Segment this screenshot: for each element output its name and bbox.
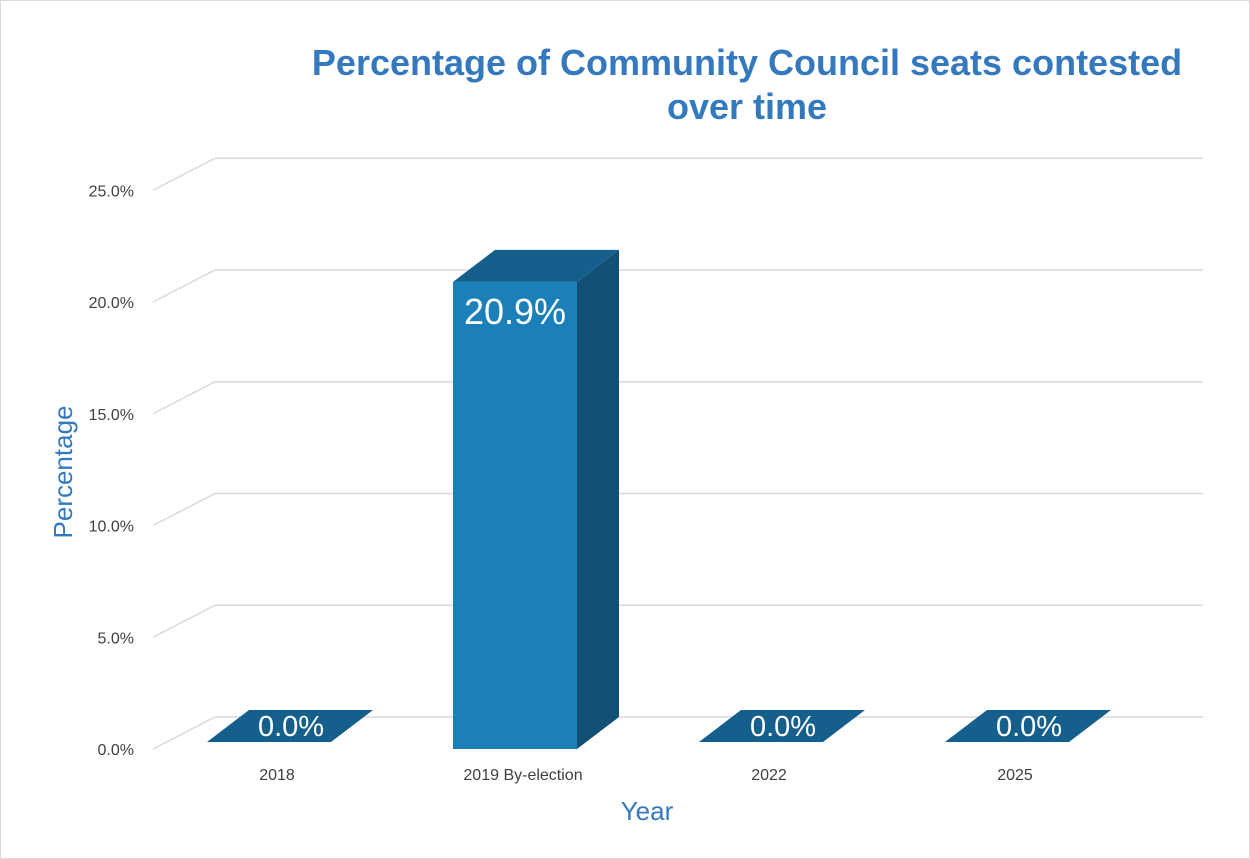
y-tick-label: 5.0%	[98, 630, 134, 647]
data-label: 0.0%	[258, 711, 324, 743]
x-tick-label: 2022	[751, 767, 787, 784]
gridline	[152, 492, 1203, 527]
data-label: 0.0%	[750, 711, 816, 743]
bar: 20.9%	[453, 249, 619, 749]
bar-side-face	[577, 249, 619, 749]
bar-top-face	[207, 710, 373, 742]
y-axis-ticks: 0.0% 5.0% 10.0% 15.0% 20.0% 25.0%	[89, 183, 134, 759]
bar-top-face	[699, 710, 865, 742]
bars: 0.0% 20.9% 0.0% 0.0%	[207, 249, 1111, 749]
chart-title-line-1: Percentage of Community Council seats co…	[312, 42, 1182, 83]
bar: 0.0%	[945, 710, 1111, 743]
x-tick-label: 2019 By-election	[463, 767, 582, 784]
x-axis-title: Year	[621, 796, 674, 826]
bar: 0.0%	[207, 710, 373, 743]
x-tick-label: 2018	[259, 767, 295, 784]
y-tick-label: 25.0%	[89, 183, 134, 200]
gridline	[152, 716, 1203, 750]
gridline	[152, 157, 1203, 191]
bar-top-face	[945, 710, 1111, 742]
chart-title-line-2: over time	[667, 86, 827, 127]
y-axis-title: Percentage	[48, 406, 78, 539]
y-tick-label: 0.0%	[98, 742, 134, 759]
bar: 0.0%	[699, 710, 865, 743]
data-label: 0.0%	[996, 711, 1062, 743]
bar-front-face	[453, 281, 577, 749]
data-label: 20.9%	[464, 291, 566, 332]
y-tick-label: 10.0%	[89, 519, 134, 536]
gridline	[152, 269, 1203, 303]
gridline	[152, 381, 1203, 415]
gridline	[152, 604, 1203, 638]
y-tick-label: 15.0%	[89, 407, 134, 424]
x-tick-label: 2025	[997, 767, 1033, 784]
y-tick-label: 20.0%	[89, 295, 134, 312]
x-axis-ticks: 2018 2019 By-election 2022 2025	[259, 767, 1033, 784]
gridlines	[152, 157, 1203, 750]
bar-top-face	[453, 249, 619, 282]
